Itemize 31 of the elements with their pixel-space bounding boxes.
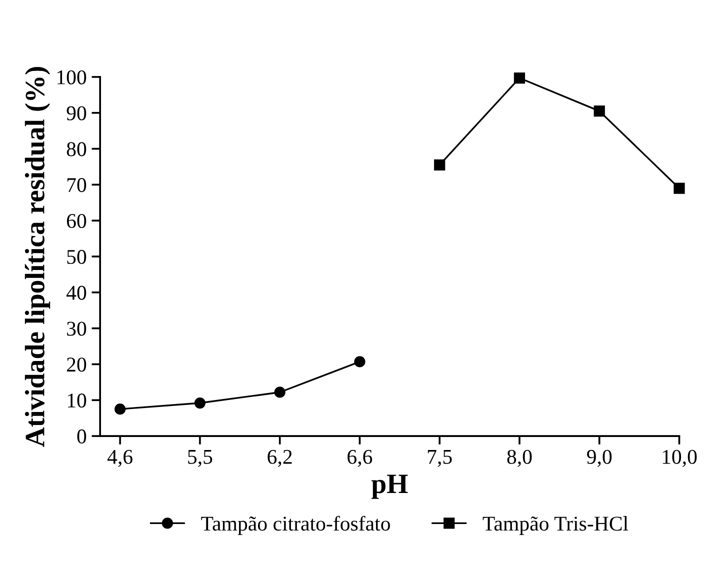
y-tick-label: 70	[67, 178, 86, 192]
y-tick-label: 10	[68, 394, 86, 408]
y-tick-label: 80	[66, 142, 86, 156]
point	[114, 404, 126, 415]
y-tick-label: 100	[57, 70, 86, 84]
point	[274, 386, 286, 398]
y-tick-label: 40	[66, 286, 86, 300]
x-axis-title: pH	[372, 474, 408, 499]
point	[674, 182, 685, 194]
x-tick-label: 6,6	[348, 450, 372, 467]
point	[594, 106, 605, 117]
x-tick-label: 4,6	[107, 450, 132, 467]
y-tick-label: 60	[66, 214, 86, 228]
x-tick-label: 10,0	[662, 450, 697, 467]
y-tick-label: 20	[66, 358, 86, 372]
x-tick-label: 5,5	[188, 450, 212, 467]
y-tick-label: 50	[67, 250, 86, 264]
point	[514, 72, 526, 84]
y-axis-title: Atividade lipolítica residual (%)	[24, 66, 50, 447]
point	[434, 159, 446, 170]
x-tick-label: 8,0	[507, 450, 532, 467]
legend-label: Tampão Tris-HCl	[482, 516, 628, 535]
point	[354, 356, 366, 368]
y-tick-label: 90	[66, 106, 86, 120]
y-tick-label: 0	[77, 429, 86, 444]
x-tick-label: 7,5	[428, 450, 452, 467]
y-tick-label: 30	[67, 322, 86, 336]
point	[194, 397, 206, 409]
x-tick-label: 9,0	[587, 450, 612, 467]
x-tick-label: 6,2	[268, 450, 292, 467]
legend-label: Tampão citrato-fosfato	[201, 516, 390, 535]
